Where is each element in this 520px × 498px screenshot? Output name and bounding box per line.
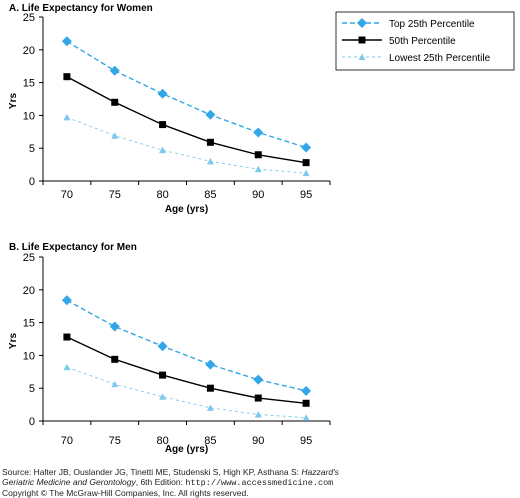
data-point-median <box>63 73 71 81</box>
source-edition: , 6th Edition: <box>135 477 186 487</box>
chart-title: A. Life Expectancy for Women <box>9 3 153 14</box>
series-line-lowest <box>66 116 307 174</box>
data-point-top <box>205 109 216 120</box>
copyright-notice: Copyright © The McGraw-Hill Companies, I… <box>2 488 249 498</box>
data-point-lowest <box>159 393 167 400</box>
y-tick-label: 20 <box>23 45 35 57</box>
data-point-lowest <box>111 132 119 139</box>
data-point-lowest <box>206 157 214 165</box>
source-book-title-2: Geriatric Medicine and Gerontology <box>2 477 136 487</box>
y-tick-label: 0 <box>29 176 35 188</box>
data-point-top <box>253 127 264 138</box>
data-point-top <box>61 295 72 306</box>
data-point-top <box>301 385 312 396</box>
data-point-top <box>253 374 264 385</box>
series-line-median <box>66 336 307 404</box>
x-axis-title: Age (yrs) <box>165 204 208 215</box>
x-tick-label: 70 <box>61 189 73 201</box>
data-point-top <box>61 36 72 47</box>
legend: Top 25th Percentile 50th Percentile Lowest… <box>335 11 515 71</box>
x-tick-label: 85 <box>204 435 216 447</box>
y-tick-label: 5 <box>29 383 35 395</box>
series-line-lowest <box>66 366 307 419</box>
y-tick-label: 20 <box>23 285 35 297</box>
data-point-median <box>111 98 119 106</box>
data-point-median <box>302 399 310 407</box>
data-point-median <box>159 121 167 129</box>
chart-title: B. Life Expectancy for Men <box>9 242 137 253</box>
source-citation: Source: Halter JB, Ouslander JG, Tinetti… <box>2 467 339 477</box>
y-tick-label: 5 <box>29 143 35 155</box>
legend-marker-lowest <box>358 53 366 60</box>
data-point-median <box>206 384 214 392</box>
x-tick-label: 90 <box>252 435 264 447</box>
data-point-median <box>159 371 167 379</box>
x-tick-label: 80 <box>156 435 168 447</box>
data-point-top <box>301 142 312 153</box>
data-point-top <box>109 65 120 76</box>
x-tick-label: 75 <box>109 189 121 201</box>
chart-panel-women: A. Life Expectancy for Women 0 5 10 15 20 25 70… <box>8 3 331 215</box>
data-point-top <box>157 341 168 352</box>
x-tick-label: 85 <box>204 189 216 201</box>
y-tick-label: 25 <box>23 12 35 24</box>
data-point-lowest <box>206 404 214 411</box>
data-point-lowest <box>302 414 310 421</box>
series-line-median <box>66 76 307 164</box>
data-point-top <box>157 88 168 99</box>
x-tick-label: 80 <box>156 189 168 201</box>
x-tick-label: 95 <box>300 435 312 447</box>
source-prefix: Source: Halter JB, Ouslander JG, Tinetti… <box>2 467 302 477</box>
y-tick-label: 10 <box>23 110 35 122</box>
y-axis-title: Yrs <box>8 93 19 110</box>
data-point-median <box>206 138 214 146</box>
chart-panel-men: B. Life Expectancy for Men 0 5 10 15 20 25 70 75… <box>8 242 331 455</box>
data-point-median <box>254 394 262 402</box>
legend-label-top: Top 25th Percentile <box>389 19 475 30</box>
data-point-lowest <box>159 146 167 154</box>
data-point-median <box>302 159 310 167</box>
series-line-top <box>66 299 307 392</box>
x-tick-label: 95 <box>300 189 312 201</box>
data-point-lowest <box>254 410 262 418</box>
y-tick-label: 15 <box>23 78 35 90</box>
y-tick-label: 10 <box>23 350 35 362</box>
data-point-top <box>205 359 216 370</box>
x-axis-title: Age (yrs) <box>165 444 208 455</box>
y-axis-title: Yrs <box>8 333 19 350</box>
legend-label-lowest: Lowest 25th Percentile <box>389 53 491 64</box>
data-point-lowest <box>111 380 119 388</box>
series-line-top <box>66 40 307 149</box>
y-tick-label: 15 <box>23 318 35 330</box>
data-point-median <box>63 333 71 341</box>
data-point-lowest <box>63 363 71 371</box>
source-url[interactable]: http://www.accessmedicine.com <box>185 478 334 488</box>
legend-marker-median <box>358 36 366 44</box>
y-tick-label: 0 <box>29 416 35 428</box>
x-tick-label: 90 <box>252 189 264 201</box>
data-point-top <box>109 321 120 332</box>
data-point-median <box>254 151 262 159</box>
source-citation-line2: Geriatric Medicine and Gerontology, 6th … <box>2 477 333 488</box>
data-point-lowest <box>254 165 262 173</box>
data-point-median <box>111 355 119 363</box>
data-point-lowest <box>63 113 71 121</box>
legend-marker-top <box>357 18 367 28</box>
data-point-lowest <box>302 169 310 177</box>
x-tick-label: 75 <box>109 435 121 447</box>
y-tick-label: 25 <box>23 252 35 264</box>
x-tick-label: 70 <box>61 435 73 447</box>
legend-label-median: 50th Percentile <box>389 36 456 47</box>
source-book-title: Hazzard's <box>301 467 339 477</box>
